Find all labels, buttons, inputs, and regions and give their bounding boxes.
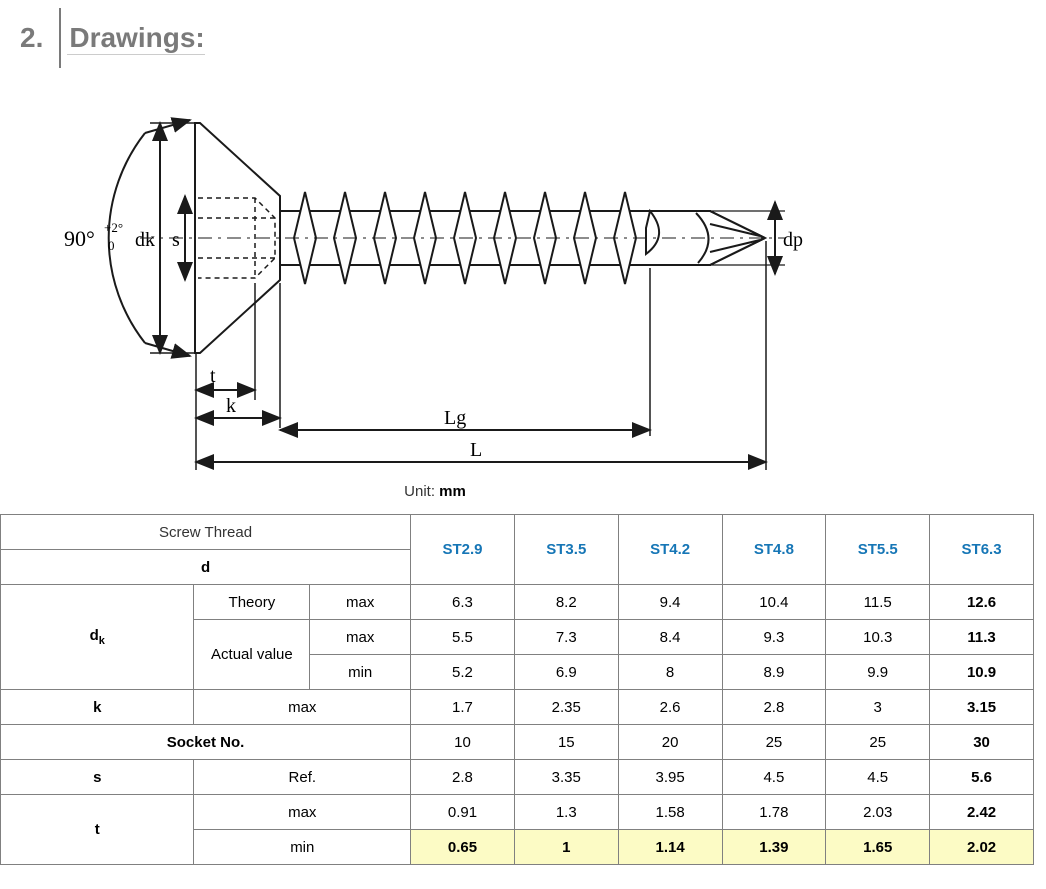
- cell: 20: [618, 725, 722, 760]
- row-k-max: max: [194, 690, 411, 725]
- heading-title: Drawings:: [67, 22, 204, 55]
- screw-drawing: 90° +2° 0 dk s: [50, 78, 820, 473]
- row-t-max: max: [194, 795, 411, 830]
- row-socket: Socket No.: [1, 725, 411, 760]
- cell: 9.3: [722, 620, 826, 655]
- cell: 9.4: [618, 585, 722, 620]
- cell: 5.6: [930, 760, 1034, 795]
- heading-number: 2.: [20, 22, 53, 54]
- cell: 2.6: [618, 690, 722, 725]
- cell: 5.2: [411, 655, 515, 690]
- cell: 1.7: [411, 690, 515, 725]
- cell: 8.9: [722, 655, 826, 690]
- L-label: L: [470, 439, 482, 461]
- cell: 3.35: [514, 760, 618, 795]
- svg-text:90°: 90°: [64, 226, 95, 251]
- cell: 10.9: [930, 655, 1034, 690]
- cell: 11.3: [930, 620, 1034, 655]
- cell: 8: [618, 655, 722, 690]
- unit-prefix: Unit:: [404, 483, 439, 500]
- hdr-screw-thread: Screw Thread: [1, 515, 411, 550]
- col-st29: ST2.9: [411, 515, 515, 585]
- dk-label: dk: [135, 229, 155, 251]
- cell: 10.3: [826, 620, 930, 655]
- cell: 1.58: [618, 795, 722, 830]
- dp-label: dp: [783, 229, 803, 251]
- heading-divider: [59, 8, 61, 68]
- cell: 0.65: [411, 830, 515, 865]
- cell: 4.5: [722, 760, 826, 795]
- row-k: k: [1, 690, 194, 725]
- cell: 3.95: [618, 760, 722, 795]
- angle-label: 90°: [64, 226, 95, 251]
- col-st63: ST6.3: [930, 515, 1034, 585]
- cell: 7.3: [514, 620, 618, 655]
- cell: 9.9: [826, 655, 930, 690]
- cell: 2.8: [411, 760, 515, 795]
- t-label: t: [210, 365, 216, 387]
- row-dk-actual: Actual value: [194, 620, 310, 690]
- unit-label: Unit: mm: [0, 483, 870, 500]
- cell: 0.91: [411, 795, 515, 830]
- cell: 5.5: [411, 620, 515, 655]
- row-dk-actual-min: min: [310, 655, 411, 690]
- col-st48: ST4.8: [722, 515, 826, 585]
- cell: 2.03: [826, 795, 930, 830]
- s-label: s: [172, 229, 180, 251]
- cell: 1.39: [722, 830, 826, 865]
- cell: 6.9: [514, 655, 618, 690]
- cell: 10.4: [722, 585, 826, 620]
- cell: 3.15: [930, 690, 1034, 725]
- cell: 25: [722, 725, 826, 760]
- col-st55: ST5.5: [826, 515, 930, 585]
- drawing-svg: 90° +2° 0 dk s: [50, 78, 820, 473]
- cell: 1.14: [618, 830, 722, 865]
- cell: 1.78: [722, 795, 826, 830]
- hdr-d: d: [1, 550, 411, 585]
- angle-tol-upper: +2°: [104, 220, 123, 235]
- cell: 25: [826, 725, 930, 760]
- cell: 2.02: [930, 830, 1034, 865]
- Lg-label: Lg: [444, 407, 466, 429]
- cell: 2.8: [722, 690, 826, 725]
- col-st35: ST3.5: [514, 515, 618, 585]
- row-s-ref: Ref.: [194, 760, 411, 795]
- cell: 2.35: [514, 690, 618, 725]
- cell: 2.42: [930, 795, 1034, 830]
- cell: 4.5: [826, 760, 930, 795]
- section-heading: 2. Drawings:: [0, 0, 1046, 68]
- row-t: t: [1, 795, 194, 865]
- angle-tol-lower: 0: [108, 238, 115, 253]
- row-s: s: [1, 760, 194, 795]
- cell: 12.6: [930, 585, 1034, 620]
- row-dk-theory-max: max: [310, 585, 411, 620]
- cell: 15: [514, 725, 618, 760]
- cell: 1.3: [514, 795, 618, 830]
- cell: 8.2: [514, 585, 618, 620]
- col-st42: ST4.2: [618, 515, 722, 585]
- cell: 1.65: [826, 830, 930, 865]
- row-t-min: min: [194, 830, 411, 865]
- row-dk: dk: [1, 585, 194, 690]
- unit-value: mm: [439, 483, 466, 500]
- cell: 3: [826, 690, 930, 725]
- cell: 8.4: [618, 620, 722, 655]
- cell: 30: [930, 725, 1034, 760]
- cell: 11.5: [826, 585, 930, 620]
- cell: 10: [411, 725, 515, 760]
- k-label: k: [226, 395, 236, 417]
- cell: 6.3: [411, 585, 515, 620]
- row-dk-theory: Theory: [194, 585, 310, 620]
- row-dk-actual-max: max: [310, 620, 411, 655]
- spec-table: Screw Thread ST2.9 ST3.5 ST4.2 ST4.8 ST5…: [0, 514, 1034, 865]
- cell: 1: [514, 830, 618, 865]
